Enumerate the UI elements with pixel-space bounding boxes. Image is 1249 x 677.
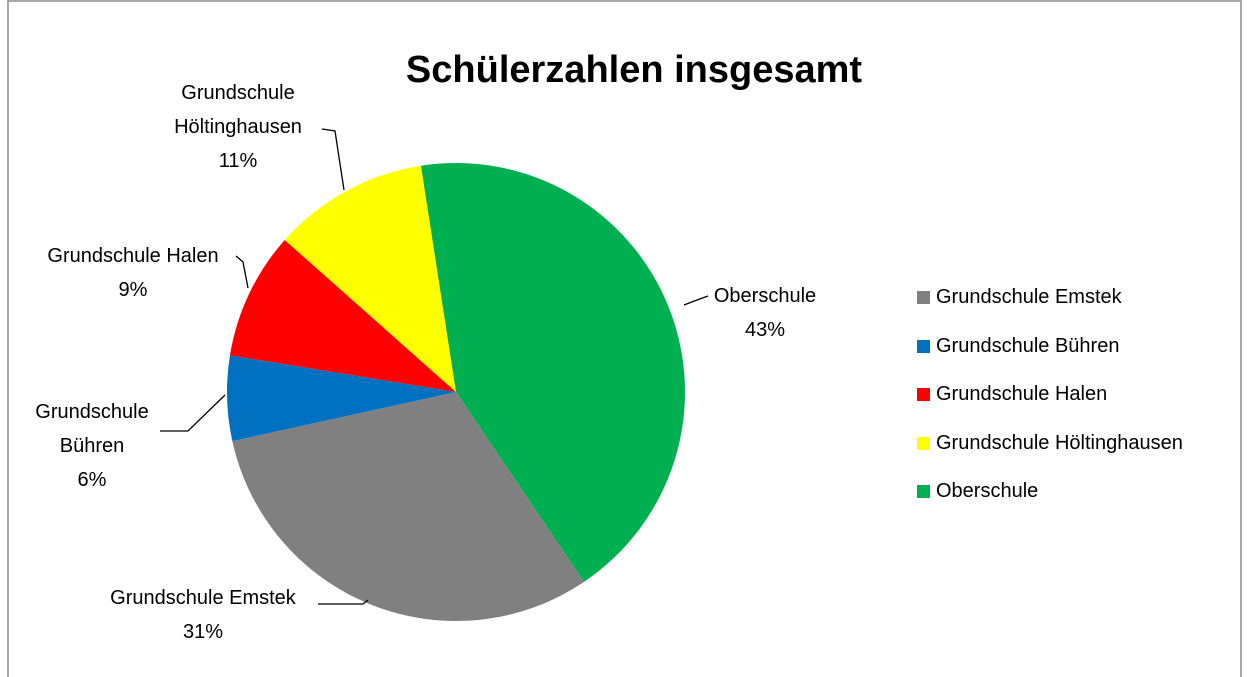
- chart-title: Schülerzahlen insgesamt: [406, 49, 862, 91]
- legend-swatch: [917, 339, 930, 353]
- data-label-value: 43%: [744, 319, 786, 341]
- data-label-name: Oberschule: [713, 285, 817, 307]
- slices: [226, 163, 685, 621]
- leader-line: [160, 394, 226, 432]
- data-label: Grundschule Höltinghausen 11%: [153, 76, 323, 178]
- data-label: Grundschule Emstek 31%: [73, 581, 333, 649]
- chart-border: [7, 0, 1242, 677]
- data-label-name: Grundschule Bühren: [35, 401, 149, 457]
- legend-entry: Oberschule: [917, 479, 1038, 503]
- data-label-name: Grundschule Halen: [47, 245, 219, 267]
- legend-label: Grundschule Bühren: [936, 334, 1120, 357]
- legend-entry: Grundschule Höltinghausen: [917, 431, 1183, 455]
- leader-line: [683, 295, 709, 306]
- legend-label: Oberschule: [936, 480, 1039, 502]
- legend-label: Grundschule Emstek: [936, 286, 1122, 308]
- leader-line: [235, 255, 249, 289]
- legend-swatch: [917, 485, 930, 498]
- data-label: Grundschule Bühren 6%: [22, 395, 162, 497]
- data-label-name: Grundschule Höltinghausen: [174, 82, 302, 138]
- data-label: Grundschule Halen 9%: [13, 239, 253, 307]
- legend-label: Grundschule Höltinghausen: [936, 431, 1183, 454]
- legend-entry: Grundschule Halen: [917, 382, 1107, 406]
- legend-swatch: [917, 436, 930, 450]
- legend-swatch: [917, 291, 930, 304]
- data-label-value: 31%: [182, 621, 224, 643]
- legend-swatch: [917, 388, 930, 401]
- data-label-name: Grundschule Emstek: [110, 587, 296, 609]
- pie-slice: [420, 163, 685, 582]
- leader-lines: [160, 128, 709, 605]
- pie-slice: [232, 392, 585, 621]
- pie-slice: [229, 239, 456, 392]
- legend-entry: Grundschule Emstek: [917, 285, 1122, 309]
- leader-line: [321, 128, 345, 191]
- data-label-value: 9%: [118, 279, 148, 301]
- legend-entry: Grundschule Bühren: [917, 334, 1119, 358]
- pie-slice: [226, 355, 456, 442]
- data-label-value: 11%: [218, 150, 258, 172]
- data-label-value: 6%: [77, 469, 107, 491]
- leader-line: [318, 599, 369, 605]
- legend-label: Grundschule Halen: [936, 383, 1108, 405]
- pie-slice: [284, 165, 456, 392]
- data-label: Oberschule 43%: [695, 279, 835, 347]
